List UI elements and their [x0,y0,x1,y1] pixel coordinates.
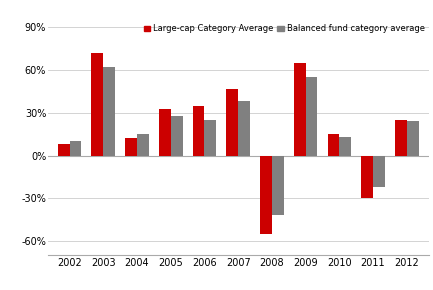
Bar [103,67,115,155]
Bar [91,53,103,155]
Bar [204,120,216,155]
Bar [58,144,70,155]
Bar [395,120,407,155]
Bar [125,138,137,155]
Bar [260,155,272,234]
Bar [339,137,351,155]
Bar [407,122,419,155]
Bar [306,77,317,155]
Bar [361,155,373,198]
Bar [272,155,284,215]
Bar [226,89,238,155]
Bar [137,134,149,155]
Bar [294,63,306,155]
Bar [70,141,81,155]
Bar [171,116,183,155]
Bar [373,155,385,187]
Legend: Large-cap Category Average, Balanced fund category average: Large-cap Category Average, Balanced fun… [144,24,424,33]
Bar [193,106,204,155]
Bar [327,134,339,155]
Bar [238,102,250,155]
Bar [159,108,171,155]
